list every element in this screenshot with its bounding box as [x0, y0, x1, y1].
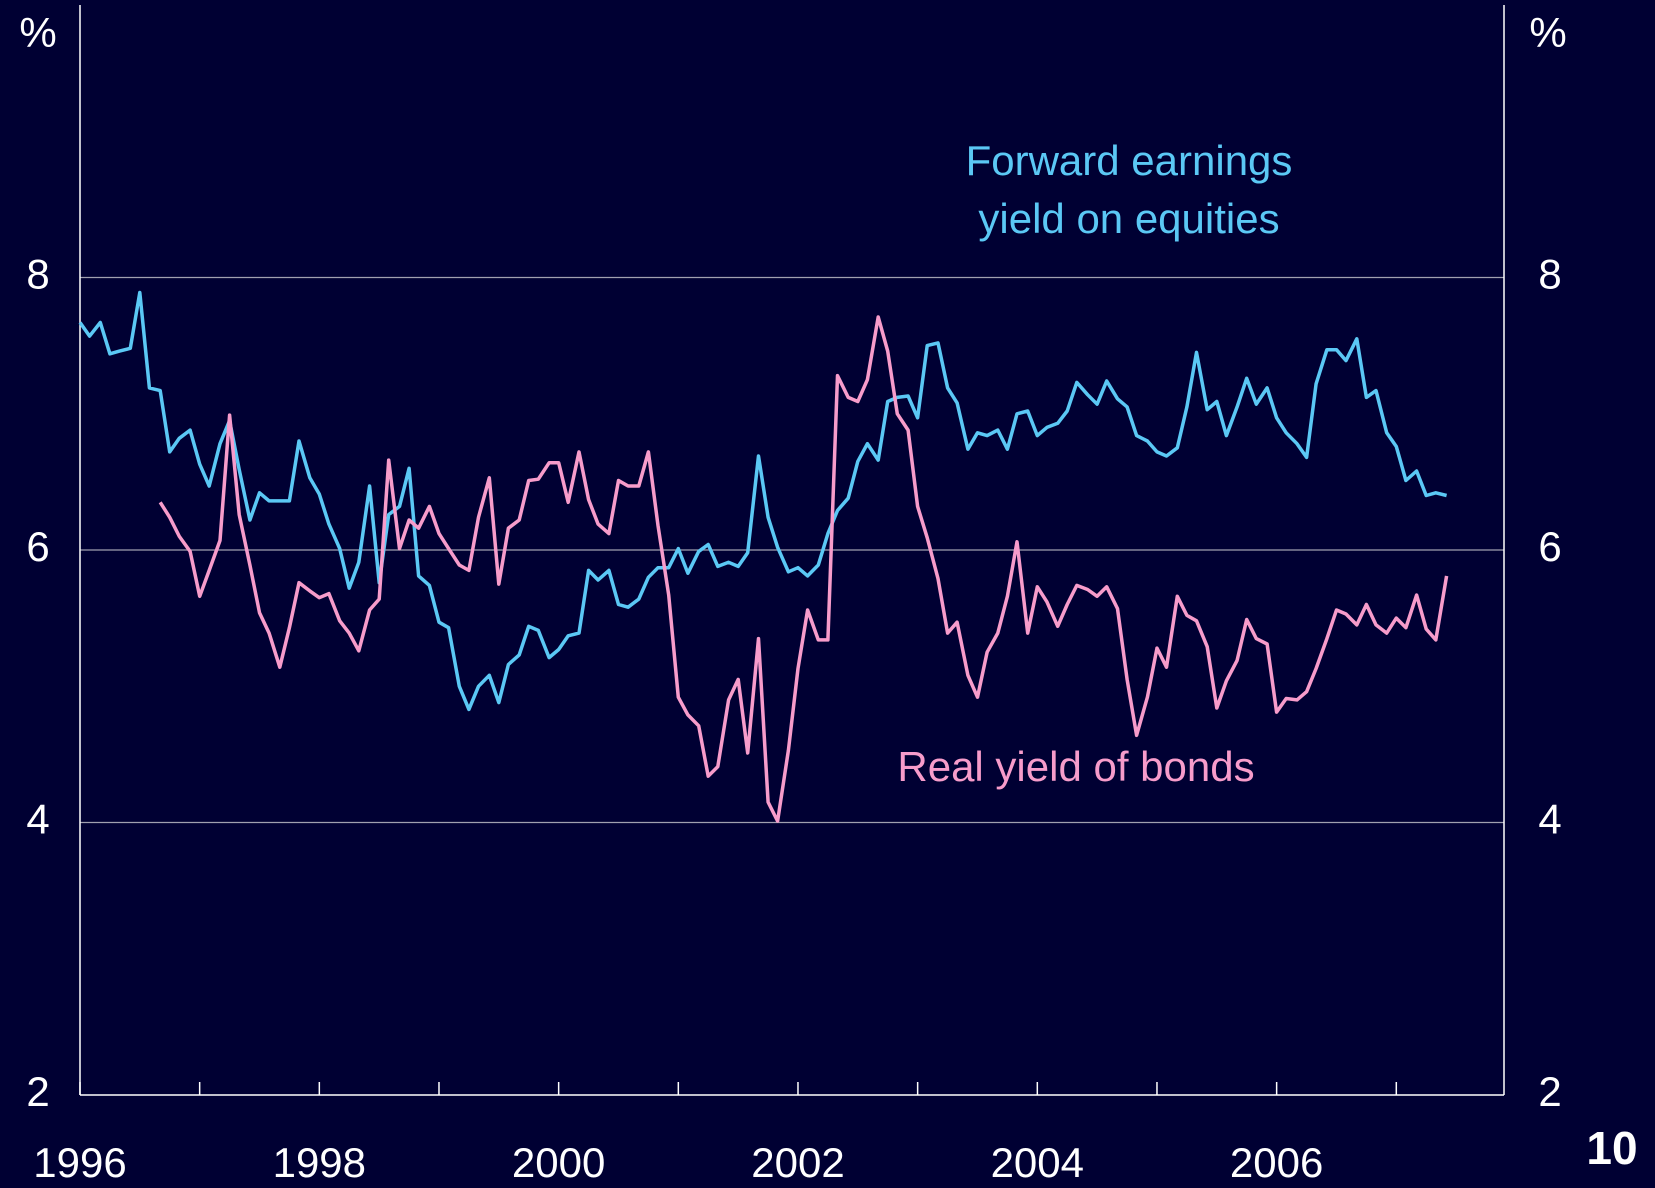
y-tick-label: 2	[26, 1068, 49, 1115]
x-tick-label: 2002	[751, 1139, 844, 1186]
y-tick-label: 6	[26, 523, 49, 570]
y2-tick-label: 4	[1538, 796, 1561, 843]
x-tick-label: 1998	[273, 1139, 366, 1186]
x-tick-label: 2004	[991, 1139, 1084, 1186]
page-number: 10	[1586, 1122, 1637, 1174]
y-tick-label: 4	[26, 796, 49, 843]
y2-axis-unit: %	[1529, 9, 1566, 56]
x-tick-label: 2006	[1230, 1139, 1323, 1186]
y2-tick-label: 2	[1538, 1068, 1561, 1115]
y-tick-label: 8	[26, 251, 49, 298]
series-label: Forward earnings	[966, 137, 1293, 184]
series-label: Real yield of bonds	[897, 743, 1254, 790]
x-tick-label: 2000	[512, 1139, 605, 1186]
series-line	[78, 290, 1448, 712]
y2-tick-label: 6	[1538, 523, 1561, 570]
x-tick-label: 1996	[33, 1139, 126, 1186]
y2-tick-label: 8	[1538, 251, 1561, 298]
series-label: yield on equities	[978, 195, 1279, 242]
series-line	[158, 315, 1449, 823]
y-axis-unit: %	[19, 9, 56, 56]
